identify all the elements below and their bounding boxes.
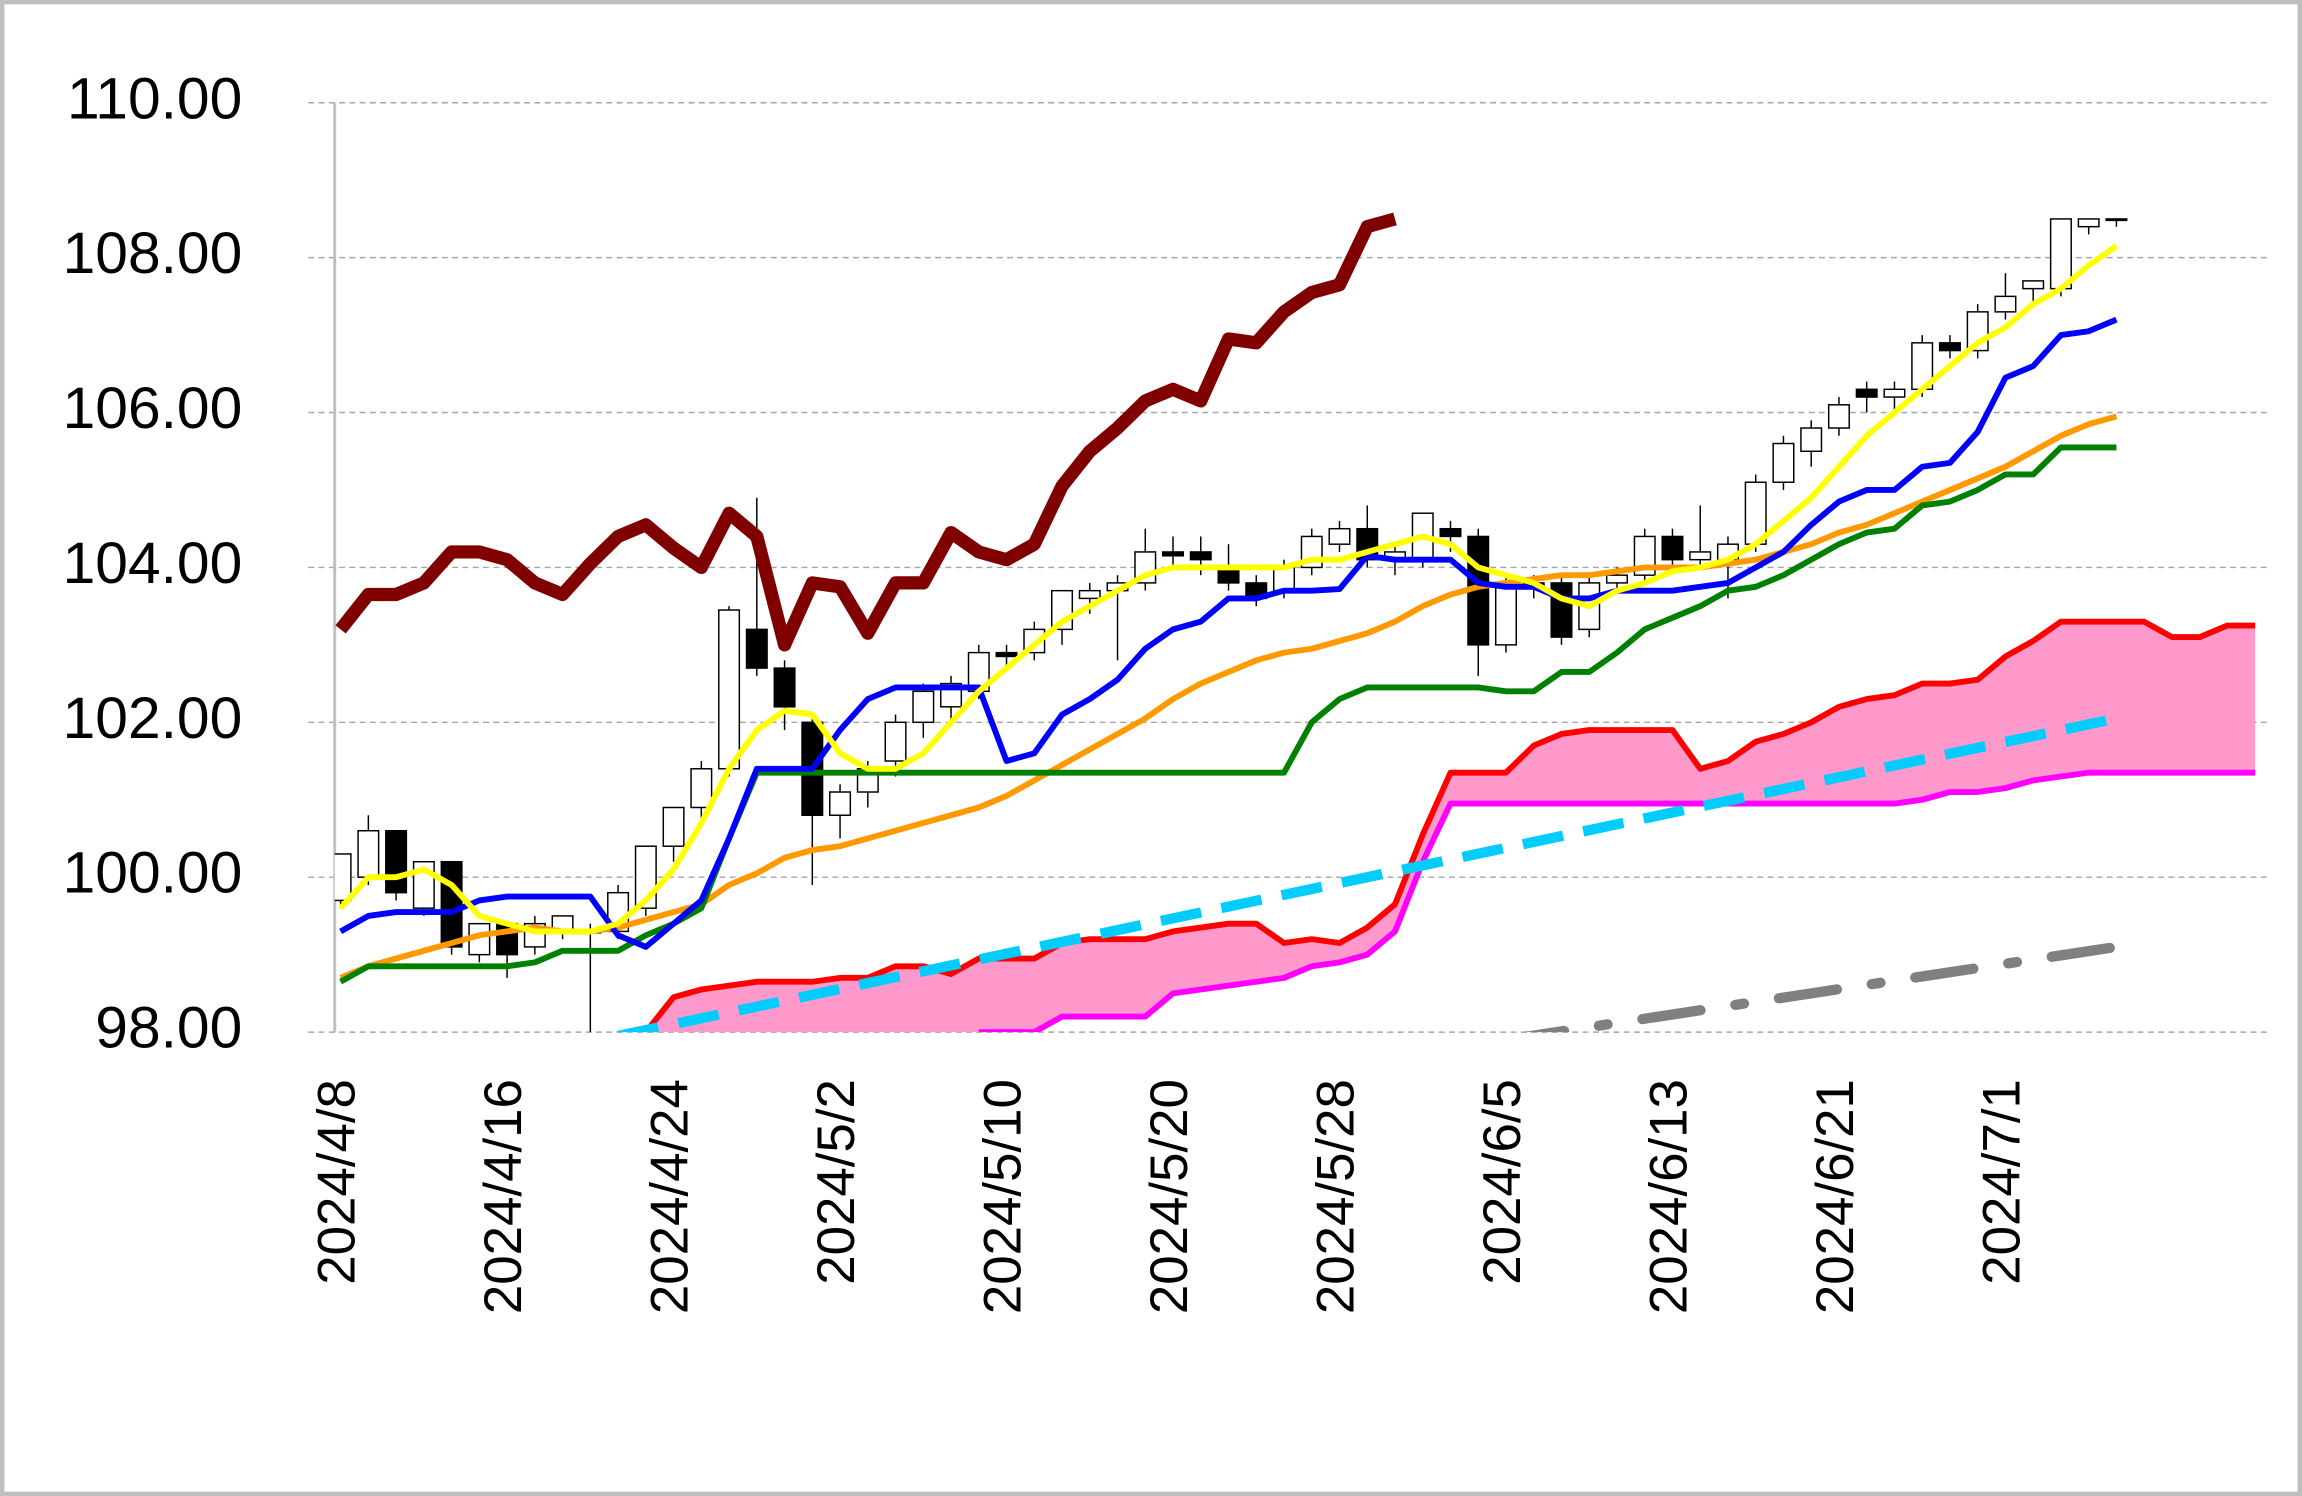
candle-body xyxy=(357,829,380,878)
x-tick-label: 2024/5/28 xyxy=(1306,1079,1365,1314)
plot-area xyxy=(334,212,2256,1033)
candle-body xyxy=(1855,388,1878,398)
y-tick-label: 102.00 xyxy=(63,686,243,751)
candle-body xyxy=(829,791,852,816)
candle-body xyxy=(995,651,1018,658)
x-tick-label: 2024/4/8 xyxy=(308,1079,367,1285)
trend-line xyxy=(1522,941,2122,1033)
candle-body xyxy=(1189,551,1212,561)
trend-line xyxy=(617,713,2118,1033)
candle-body xyxy=(1689,551,1712,561)
candle-body xyxy=(334,853,352,902)
x-tick-label: 2024/6/5 xyxy=(1473,1079,1532,1285)
x-tick-label: 2024/4/16 xyxy=(474,1079,533,1314)
y-tick-label: 108.00 xyxy=(63,221,243,286)
candle-body xyxy=(718,609,741,770)
cloud xyxy=(645,621,2256,1033)
line-series xyxy=(338,243,2119,935)
candle-body xyxy=(2077,218,2100,228)
candle-body xyxy=(1439,527,1462,538)
candle-body xyxy=(912,690,935,724)
candle-body xyxy=(1494,582,1517,646)
candle-body xyxy=(2049,218,2072,290)
candle-body xyxy=(745,628,768,669)
candle-body xyxy=(1772,442,1795,483)
candle-body xyxy=(1994,295,2017,313)
candle-body xyxy=(690,768,713,809)
candle-body xyxy=(1078,589,1101,600)
candle-body xyxy=(1827,404,1850,429)
candle-body xyxy=(1800,427,1823,452)
line-series xyxy=(978,769,2256,1033)
x-tick-label: 2024/5/20 xyxy=(1140,1079,1199,1314)
x-tick-label: 2024/5/2 xyxy=(807,1079,866,1285)
y-tick-label: 106.00 xyxy=(63,376,243,441)
candle-body xyxy=(385,829,408,894)
candle-body xyxy=(1661,535,1684,561)
candle-body xyxy=(1162,551,1185,557)
candle-body xyxy=(884,721,907,762)
y-tick-label: 100.00 xyxy=(63,841,243,906)
candle-body xyxy=(1272,566,1296,592)
candle-body xyxy=(662,806,685,847)
candle-body xyxy=(2105,218,2128,222)
x-tick-label: 2024/5/10 xyxy=(973,1079,1032,1314)
candle-body xyxy=(1605,574,1628,584)
candle-body xyxy=(1883,388,1906,398)
x-tick-label: 2024/4/24 xyxy=(641,1079,700,1314)
line-series xyxy=(339,413,2118,981)
line-series xyxy=(643,618,2256,1033)
y-tick-label: 110.00 xyxy=(67,66,242,131)
line-series xyxy=(339,316,2118,950)
candle-body xyxy=(773,667,796,708)
candle-body xyxy=(1328,527,1351,545)
candle-body xyxy=(2022,280,2045,290)
candle-body xyxy=(440,860,463,948)
x-tick-label: 2024/7/1 xyxy=(1972,1079,2031,1285)
candle-body xyxy=(1938,342,1961,352)
x-tick-label: 2024/6/13 xyxy=(1639,1079,1698,1314)
y-tick-label: 104.00 xyxy=(63,531,243,596)
x-tick-label: 2024/6/21 xyxy=(1806,1079,1865,1314)
line-series xyxy=(335,212,1397,652)
y-tick-label: 98.00 xyxy=(95,996,242,1061)
